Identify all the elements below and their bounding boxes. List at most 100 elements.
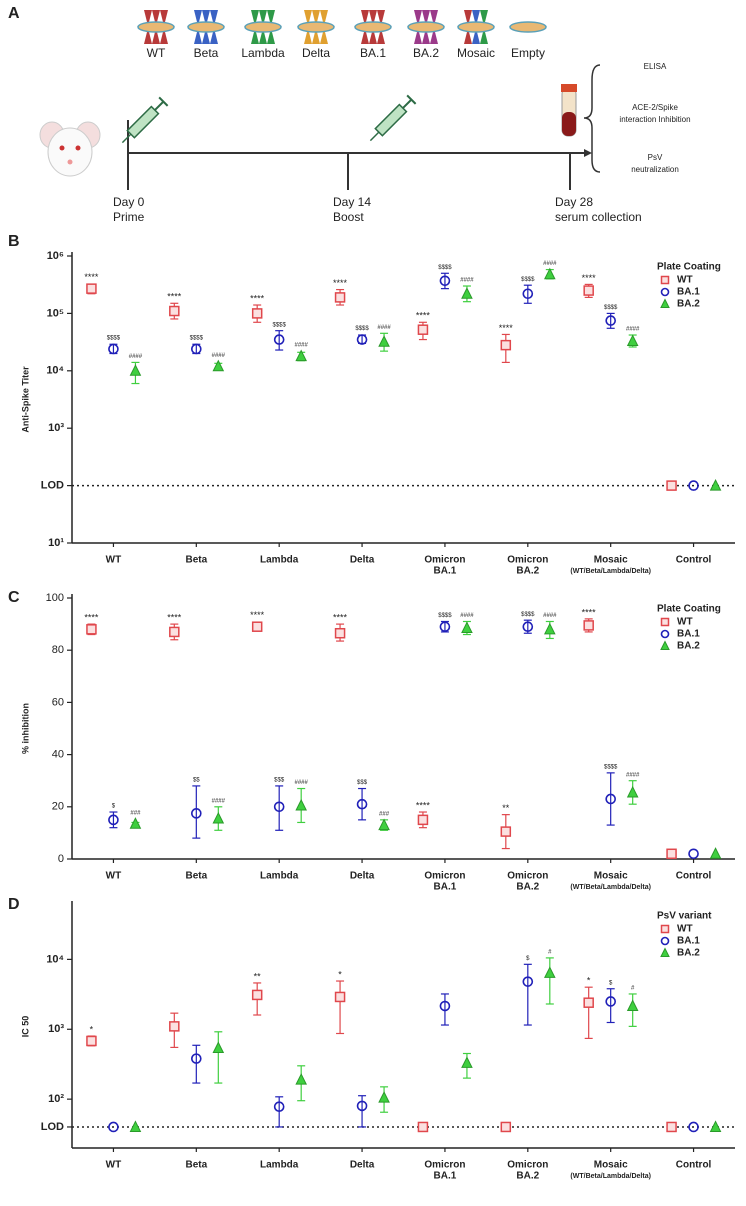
- data-point: [666, 848, 677, 860]
- spike-icon: [414, 10, 422, 22]
- x-tick-label: Mosaic: [594, 1160, 628, 1171]
- data-point: [356, 1100, 368, 1112]
- data-point: [583, 620, 594, 631]
- spike-icon: [472, 10, 480, 22]
- legend-label: WT: [677, 275, 693, 286]
- data-point: [626, 999, 639, 1012]
- spike-icon: [194, 32, 202, 44]
- significance-label: ####: [543, 613, 557, 619]
- legend-label: BA.2: [677, 641, 700, 652]
- membrane-icon: [354, 21, 392, 33]
- data-point: [212, 811, 225, 824]
- data-point: [129, 1120, 142, 1132]
- y-tick-label: 10⁶: [47, 250, 64, 262]
- membrane-icon: [244, 21, 282, 33]
- legend-label: BA.1: [677, 936, 700, 947]
- significance-label: $: [526, 956, 530, 962]
- significance-label: ####: [212, 353, 226, 359]
- significance-label: $$$$: [190, 336, 204, 342]
- spike-icon: [160, 32, 168, 44]
- spike-icon: [202, 32, 210, 44]
- assay-label: PsV: [648, 153, 663, 162]
- significance-label: ###: [379, 811, 390, 817]
- x-tick-label: BA.1: [434, 1171, 457, 1182]
- x-tick-label: Control: [676, 871, 712, 882]
- spike-icon: [430, 10, 438, 22]
- data-point: [439, 621, 451, 633]
- significance-label: ****: [250, 610, 265, 620]
- data-point: [417, 1121, 429, 1133]
- x-tick-label: Lambda: [260, 871, 299, 882]
- spike-icon: [304, 10, 312, 22]
- spike-icon: [377, 10, 385, 22]
- significance-label: ####: [460, 278, 474, 284]
- data-point: [660, 947, 670, 957]
- spike-icon: [202, 10, 210, 22]
- data-point: [522, 288, 534, 300]
- y-tick-label: 20: [52, 801, 64, 813]
- y-tick-label: 10²: [48, 1093, 64, 1105]
- data-point: [660, 936, 670, 946]
- significance-label: $$$$: [273, 322, 287, 328]
- legend-label: BA.1: [677, 629, 700, 640]
- spike-icon: [194, 10, 202, 22]
- significance-label: ####: [377, 325, 391, 331]
- timepoint-event: serum collection: [555, 210, 642, 224]
- spike-icon: [210, 10, 218, 22]
- y-tick-label: 10⁵: [47, 307, 64, 319]
- significance-label: $$$$: [604, 764, 618, 770]
- data-point: [212, 359, 225, 372]
- spike-icon: [320, 32, 328, 44]
- spike-icon: [144, 10, 152, 22]
- assay-label: ACE-2/Spike: [632, 103, 678, 112]
- legend-title: Plate Coating: [657, 604, 721, 615]
- panel-label: B: [8, 233, 20, 250]
- spike-icon: [361, 10, 369, 22]
- x-tick-label: Beta: [185, 1160, 207, 1171]
- y-tick-label: 10⁴: [46, 365, 64, 377]
- data-point: [273, 334, 285, 345]
- significance-label: $: [112, 804, 116, 810]
- significance-label: ****: [84, 612, 99, 622]
- legend-label: WT: [677, 924, 693, 935]
- variant-label: BA.2: [413, 46, 439, 60]
- significance-label: *: [587, 976, 591, 986]
- data-point: [461, 621, 473, 634]
- data-point: [660, 298, 670, 308]
- significance-label: $$$$: [521, 277, 535, 283]
- data-point: [626, 785, 639, 798]
- data-point: [605, 996, 616, 1007]
- data-point: [500, 339, 512, 351]
- data-point: [666, 1121, 677, 1133]
- membrane-icon: [187, 21, 225, 33]
- spike-icon: [320, 10, 328, 22]
- data-point: [660, 924, 670, 934]
- data-point: [605, 315, 616, 326]
- spike-icon: [464, 32, 472, 44]
- data-point: [356, 798, 368, 810]
- y-tick-label: 10³: [48, 1023, 64, 1035]
- spike-icon: [144, 32, 152, 44]
- x-tick-label: Control: [676, 555, 712, 566]
- x-tick-label: Omicron: [424, 1160, 465, 1171]
- significance-label: #: [548, 949, 552, 955]
- data-point: [108, 343, 119, 355]
- spike-icon: [361, 32, 369, 44]
- variant-label: Mosaic: [457, 46, 495, 60]
- data-point: [688, 848, 699, 860]
- y-tick-label: 0: [58, 853, 64, 865]
- data-point: [660, 275, 670, 285]
- significance-label: $$$: [357, 780, 368, 786]
- significance-label: ****: [499, 323, 514, 333]
- significance-label: ****: [582, 273, 597, 283]
- data-point: [251, 308, 263, 319]
- spike-icon: [312, 10, 320, 22]
- x-tick-label: Omicron: [507, 871, 548, 882]
- timepoint-day: Day 0: [113, 195, 145, 209]
- significance-label: ****: [84, 272, 99, 282]
- membrane-icon: [457, 21, 495, 33]
- x-tick-label: WT: [106, 1160, 122, 1171]
- x-tick-label: BA.1: [434, 566, 457, 577]
- data-point: [688, 480, 699, 491]
- y-tick-label: 10³: [48, 422, 64, 434]
